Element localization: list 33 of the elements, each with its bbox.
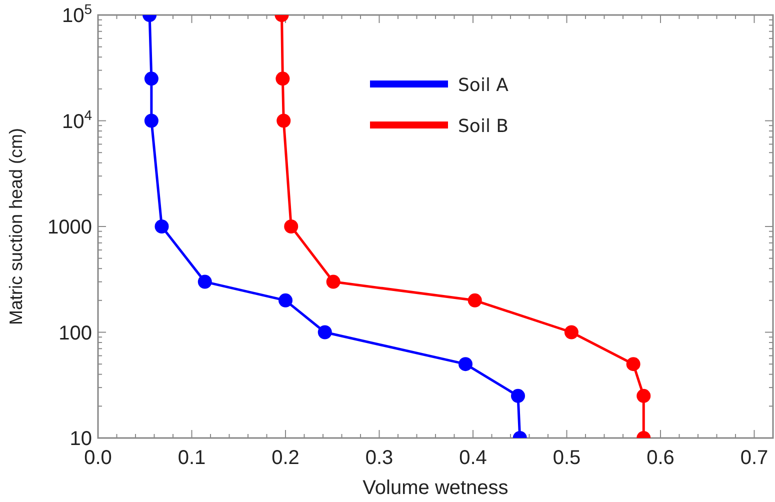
point	[318, 325, 332, 340]
x-tick-label: 0.4	[459, 447, 487, 469]
point	[326, 274, 340, 289]
x-tick-label: 0.0	[84, 447, 112, 469]
x-tick-label: 0.3	[365, 447, 394, 469]
point	[636, 388, 651, 403]
point	[144, 72, 158, 86]
y-tick-label: 100	[58, 322, 92, 344]
point	[458, 357, 472, 372]
y-tick-label: 1000	[48, 216, 92, 238]
point	[511, 388, 525, 403]
y-tick-label: 10$^{4}$	[62, 106, 92, 133]
x-axis-title: Volume wetness	[362, 477, 508, 499]
point	[468, 293, 482, 308]
point	[284, 220, 298, 234]
point	[564, 325, 578, 340]
y-axis-title: Matric suction head (cm)	[6, 128, 26, 326]
point	[626, 357, 640, 372]
x-tick-label: 0.2	[272, 447, 300, 469]
y-tick-label: 10	[70, 428, 92, 450]
x-tick-label: 0.5	[552, 447, 581, 469]
point	[198, 274, 212, 289]
x-tick-label: 0.7	[740, 447, 768, 469]
x-tick-label: 0.6	[646, 447, 674, 469]
y-tick-label: 10$^{5}$	[62, 1, 92, 27]
point	[154, 220, 169, 234]
point	[276, 114, 291, 128]
point	[276, 72, 290, 86]
legend-label: Soil A	[458, 75, 510, 96]
legend-label: Soil B	[458, 116, 509, 137]
point	[144, 114, 158, 128]
x-tick-label: 0.1	[178, 447, 206, 469]
point	[278, 293, 292, 308]
